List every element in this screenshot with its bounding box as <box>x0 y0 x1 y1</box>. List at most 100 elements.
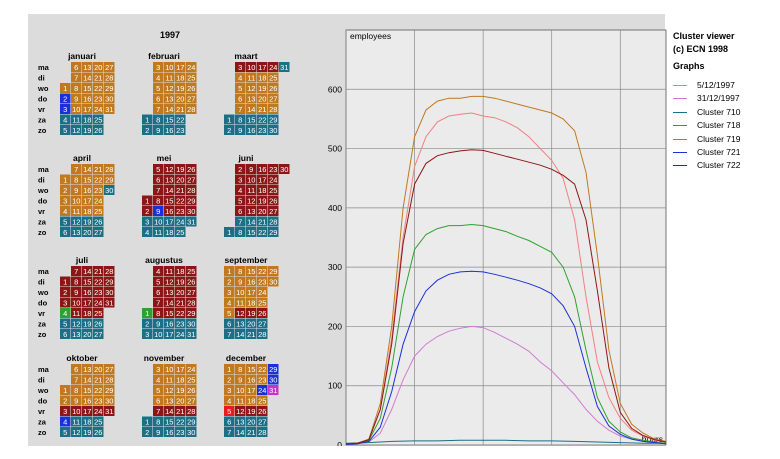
calendar-day-cell[interactable] <box>93 216 104 227</box>
calendar-day-cell[interactable] <box>246 395 257 406</box>
calendar-day-cell[interactable] <box>82 62 93 72</box>
calendar-day-cell[interactable] <box>175 385 186 395</box>
calendar-day-cell[interactable] <box>175 427 186 437</box>
calendar-day-cell[interactable] <box>186 266 197 276</box>
calendar-day-cell[interactable] <box>82 308 93 318</box>
calendar-day-cell[interactable] <box>153 185 164 195</box>
calendar-day-cell[interactable] <box>175 287 186 297</box>
calendar-day-cell[interactable] <box>175 318 186 329</box>
calendar-day-cell[interactable] <box>246 93 257 104</box>
calendar-day-cell[interactable] <box>153 174 164 185</box>
calendar-day-cell[interactable] <box>235 427 246 437</box>
calendar-day-cell[interactable] <box>153 195 164 206</box>
calendar-day-cell[interactable] <box>71 266 82 276</box>
calendar-day-cell[interactable] <box>104 266 115 276</box>
legend-item[interactable]: 5/12/1997 <box>673 79 778 91</box>
calendar-day-cell[interactable] <box>235 216 246 227</box>
calendar-day-cell[interactable] <box>235 329 246 339</box>
calendar-day-cell[interactable] <box>93 364 104 374</box>
calendar-day-cell[interactable] <box>235 72 246 83</box>
calendar-day-cell[interactable] <box>175 276 186 287</box>
calendar-day-cell[interactable] <box>257 206 268 216</box>
calendar-day-cell[interactable] <box>257 276 268 287</box>
calendar-day-cell[interactable] <box>175 227 186 237</box>
calendar-day-cell[interactable] <box>246 216 257 227</box>
calendar-day-cell[interactable] <box>60 395 71 406</box>
calendar-day-cell[interactable] <box>71 406 82 416</box>
calendar-day-cell[interactable] <box>164 329 175 339</box>
calendar-day-cell[interactable] <box>257 195 268 206</box>
calendar-day-cell[interactable] <box>186 104 197 114</box>
calendar-day-cell[interactable] <box>235 395 246 406</box>
calendar-day-cell[interactable] <box>164 364 175 374</box>
calendar-day-cell[interactable] <box>82 174 93 185</box>
calendar-day-cell[interactable] <box>246 227 257 237</box>
calendar-day-cell[interactable] <box>93 93 104 104</box>
calendar-day-cell[interactable] <box>175 72 186 83</box>
calendar-day-cell[interactable] <box>224 329 235 339</box>
calendar-day-cell[interactable] <box>268 266 279 276</box>
calendar-day-cell[interactable] <box>268 195 279 206</box>
calendar-day-cell[interactable] <box>257 62 268 72</box>
calendar-day-cell[interactable] <box>164 72 175 83</box>
calendar-day-cell[interactable] <box>164 206 175 216</box>
calendar-day-cell[interactable] <box>153 385 164 395</box>
calendar-day-cell[interactable] <box>257 427 268 437</box>
calendar-day-cell[interactable] <box>186 308 197 318</box>
calendar-day-cell[interactable] <box>93 114 104 125</box>
calendar-day-cell[interactable] <box>104 164 115 174</box>
calendar-day-cell[interactable] <box>268 83 279 93</box>
calendar-day-cell[interactable] <box>186 276 197 287</box>
calendar-day-cell[interactable] <box>257 216 268 227</box>
calendar-day-cell[interactable] <box>71 329 82 339</box>
calendar-day-cell[interactable] <box>175 297 186 308</box>
calendar-day-cell[interactable] <box>268 206 279 216</box>
calendar-day-cell[interactable] <box>246 206 257 216</box>
calendar-day-cell[interactable] <box>82 227 93 237</box>
calendar-day-cell[interactable] <box>268 93 279 104</box>
calendar-day-cell[interactable] <box>246 195 257 206</box>
calendar-day-cell[interactable] <box>164 164 175 174</box>
calendar-day-cell[interactable] <box>164 318 175 329</box>
calendar-day-cell[interactable] <box>71 385 82 395</box>
calendar-day-cell[interactable] <box>93 318 104 329</box>
calendar-day-cell[interactable] <box>104 395 115 406</box>
calendar-day-cell[interactable] <box>153 318 164 329</box>
calendar-day-cell[interactable] <box>104 364 115 374</box>
calendar-day-cell[interactable] <box>164 416 175 427</box>
calendar-day-cell[interactable] <box>224 427 235 437</box>
calendar-day-cell[interactable] <box>164 216 175 227</box>
calendar-day-cell[interactable] <box>235 266 246 276</box>
calendar-day-cell[interactable] <box>186 72 197 83</box>
calendar-day-cell[interactable] <box>71 364 82 374</box>
calendar-day-cell[interactable] <box>71 227 82 237</box>
calendar-day-cell[interactable] <box>60 93 71 104</box>
calendar-day-cell[interactable] <box>164 62 175 72</box>
calendar-day-cell[interactable] <box>93 174 104 185</box>
calendar-day-cell[interactable] <box>224 406 235 416</box>
calendar-day-cell[interactable] <box>104 385 115 395</box>
calendar-day-cell[interactable] <box>268 174 279 185</box>
calendar-day-cell[interactable] <box>153 125 164 135</box>
calendar-day-cell[interactable] <box>175 395 186 406</box>
calendar-day-cell[interactable] <box>224 395 235 406</box>
calendar-day-cell[interactable] <box>246 385 257 395</box>
calendar-day-cell[interactable] <box>60 297 71 308</box>
calendar-day-cell[interactable] <box>164 406 175 416</box>
calendar-day-cell[interactable] <box>71 195 82 206</box>
calendar-day-cell[interactable] <box>175 406 186 416</box>
calendar-day-cell[interactable] <box>104 406 115 416</box>
calendar-day-cell[interactable] <box>186 416 197 427</box>
calendar-day-cell[interactable] <box>93 227 104 237</box>
calendar-day-cell[interactable] <box>175 185 186 195</box>
calendar-day-cell[interactable] <box>153 216 164 227</box>
calendar-day-cell[interactable] <box>71 297 82 308</box>
calendar-day-cell[interactable] <box>71 104 82 114</box>
calendar-day-cell[interactable] <box>60 195 71 206</box>
calendar-day-cell[interactable] <box>71 374 82 385</box>
calendar-day-cell[interactable] <box>186 195 197 206</box>
calendar-day-cell[interactable] <box>235 227 246 237</box>
calendar-day-cell[interactable] <box>153 164 164 174</box>
calendar-day-cell[interactable] <box>246 406 257 416</box>
calendar-day-cell[interactable] <box>186 185 197 195</box>
